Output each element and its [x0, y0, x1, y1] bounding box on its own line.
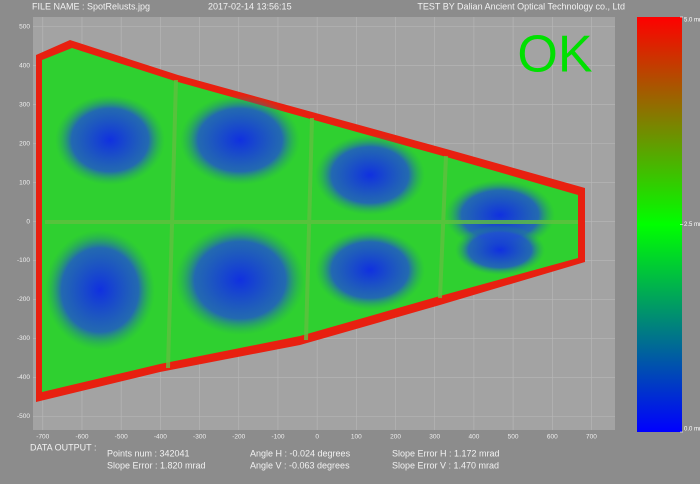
- y-tick-label: 200: [19, 140, 30, 147]
- output-item: Slope Error V : 1.470 mrad: [392, 460, 499, 470]
- output-item: Slope Error : 1.820 mrad: [107, 460, 206, 470]
- y-tick-label: 300: [19, 101, 30, 108]
- y-tick-label: 0: [26, 218, 30, 225]
- colorbar-label: 0.0 mrad: [684, 427, 700, 433]
- x-tick-label: -500: [115, 434, 128, 441]
- y-tick-label: -200: [17, 296, 30, 303]
- colorbar-label: 2.5 mrad: [684, 222, 700, 228]
- x-tick-label: 300: [429, 434, 440, 441]
- seams: [45, 79, 578, 369]
- x-tick-label: -700: [36, 434, 49, 441]
- y-tick-label: -400: [17, 374, 30, 381]
- y-tick-label: -500: [17, 413, 30, 420]
- x-tick-label: 400: [468, 434, 479, 441]
- file-name: FILE NAME : SpotRelusts.jpg: [32, 1, 150, 11]
- y-tick-label: 500: [19, 23, 30, 30]
- y-tick-label: -300: [17, 335, 30, 342]
- y-tick-label: 100: [19, 179, 30, 186]
- x-tick-label: 200: [390, 434, 401, 441]
- blue-regions: [45, 95, 555, 350]
- y-tick-label: -100: [17, 257, 30, 264]
- output-item: Angle H : -0.024 degrees: [250, 448, 351, 458]
- output-item: Angle V : -0.063 degrees: [250, 460, 350, 470]
- x-tick-label: -200: [232, 434, 245, 441]
- x-tick-label: 0: [315, 434, 319, 441]
- x-tick-label: 500: [508, 434, 519, 441]
- colorbar: [637, 17, 682, 432]
- data-output-title: DATA OUTPUT :: [30, 442, 97, 452]
- timestamp: 2017-02-14 13:56:15: [208, 1, 292, 11]
- x-tick-label: -100: [271, 434, 284, 441]
- x-tick-label: 100: [351, 434, 362, 441]
- output-item: Points num : 342041: [107, 448, 190, 458]
- x-tick-label: -300: [193, 434, 206, 441]
- status: OK: [517, 26, 592, 84]
- x-tick-label: -400: [154, 434, 167, 441]
- y-tick-label: 400: [19, 62, 30, 69]
- x-tick-label: 700: [586, 434, 597, 441]
- slope-map: [36, 40, 585, 402]
- colorbar-label: 5.0 mrad: [684, 18, 700, 24]
- x-tick-label: -600: [75, 434, 88, 441]
- x-tick-label: 600: [547, 434, 558, 441]
- output-item: Slope Error H : 1.172 mrad: [392, 448, 500, 458]
- tester: TEST BY Dalian Ancient Optical Technolog…: [417, 1, 625, 11]
